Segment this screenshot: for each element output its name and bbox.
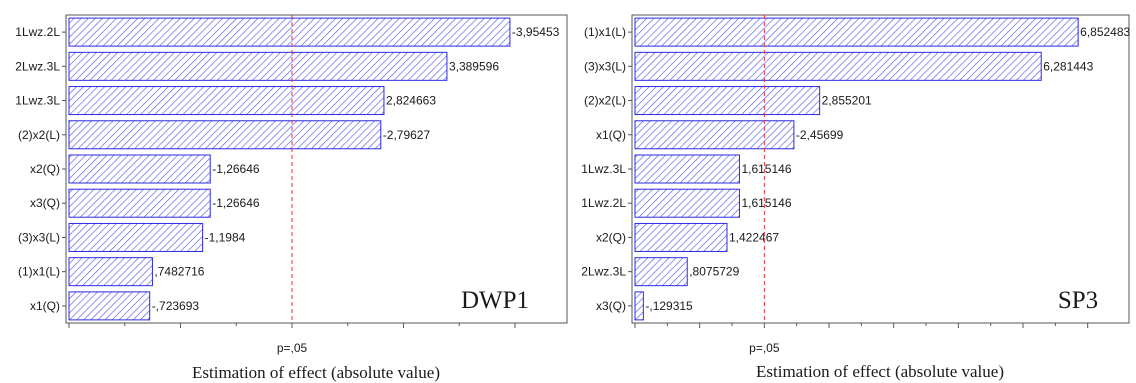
data-label-x1-q: -,723693 (152, 299, 200, 313)
data-label-3-x3-l: -1,1984 (205, 230, 246, 244)
data-label-1lwz-3l: 2,824663 (386, 94, 436, 108)
bar-x3-q (634, 291, 644, 321)
data-label-x3-q: -,129315 (645, 299, 693, 313)
category-label-3-x3-l: (3)x3(L) (584, 59, 626, 73)
bar-x1-q (68, 291, 151, 321)
category-label-x1-q: x1(Q) (596, 128, 626, 142)
chart-sp3: (1)x1(L) 6,852483 (3)x3(L) 6,281443 (2)x2(L)… (581, 14, 1131, 381)
chart-dwp1: 1Lwz.2L -3,95453 2Lwz.3L 3,389596 1Lwz.3L 2,8… (15, 14, 568, 382)
category-label-2-x2-l: (2)x2(L) (18, 128, 60, 142)
data-label-2-x2-l: 2,855201 (822, 94, 872, 108)
bar-x2-q (634, 222, 728, 252)
category-label-1-x1-l: (1)x1(L) (18, 265, 60, 279)
bar-x2-q (68, 154, 211, 184)
bar-3-x3-l (634, 51, 1042, 81)
category-label-x1-q: x1(Q) (30, 299, 60, 313)
category-label-3-x3-l: (3)x3(L) (18, 230, 60, 244)
category-label-2-x2-l: (2)x2(L) (584, 94, 626, 108)
x-axis-title: Estimation of effect (absolute value) (192, 363, 440, 382)
chart-title: SP3 (1058, 287, 1098, 314)
data-label-x3-q: -1,26646 (212, 196, 260, 210)
category-label-x3-q: x3(Q) (30, 196, 60, 210)
bar-x3-q (68, 188, 211, 218)
category-label-1-x1-l: (1)x1(L) (584, 25, 626, 39)
category-label-2lwz-3l: 2Lwz.3L (581, 265, 626, 279)
data-label-1lwz-3l: 1,615146 (741, 162, 791, 176)
bar-1lwz-2l (634, 188, 740, 218)
category-label-1lwz-2l: 1Lwz.2L (15, 25, 60, 39)
significance-label: p=,05 (749, 341, 780, 355)
category-label-x2-q: x2(Q) (30, 162, 60, 176)
x-axis-title: Estimation of effect (absolute value) (756, 362, 1004, 381)
bar-2-x2-l (634, 86, 821, 116)
bar-2lwz-3l (68, 51, 448, 81)
bar-1-x1-l (634, 17, 1079, 47)
bar-1-x1-l (68, 257, 153, 287)
category-label-2lwz-3l: 2Lwz.3L (15, 59, 60, 73)
data-label-1lwz-2l: 1,615146 (741, 196, 791, 210)
data-label-x2-q: 1,422467 (729, 230, 779, 244)
bar-1lwz-3l (634, 154, 740, 184)
significance-label: p=,05 (277, 341, 308, 355)
category-label-x3-q: x3(Q) (596, 299, 626, 313)
data-label-2lwz-3l: 3,389596 (449, 59, 499, 73)
data-label-3-x3-l: 6,281443 (1043, 59, 1093, 73)
data-label-1lwz-2l: -3,95453 (512, 25, 560, 39)
category-label-1lwz-2l: 1Lwz.2L (581, 196, 626, 210)
category-label-1lwz-3l: 1Lwz.3L (15, 94, 60, 108)
data-label-1-x1-l: 6,852483 (1080, 25, 1130, 39)
bar-3-x3-l (68, 222, 204, 252)
data-label-x1-q: -2,45699 (796, 128, 844, 142)
data-label-1-x1-l: ,7482716 (154, 265, 204, 279)
chart-title: DWP1 (461, 287, 529, 314)
data-label-2-x2-l: -2,79627 (383, 128, 431, 142)
bar-2-x2-l (68, 120, 382, 150)
bar-x1-q (634, 120, 795, 150)
bar-1lwz-3l (68, 86, 385, 116)
category-label-x2-q: x2(Q) (596, 230, 626, 244)
bar-2lwz-3l (634, 257, 688, 287)
bar-1lwz-2l (68, 17, 511, 47)
data-label-x2-q: -1,26646 (212, 162, 260, 176)
category-label-1lwz-3l: 1Lwz.3L (581, 162, 626, 176)
data-label-2lwz-3l: ,8075729 (689, 265, 739, 279)
